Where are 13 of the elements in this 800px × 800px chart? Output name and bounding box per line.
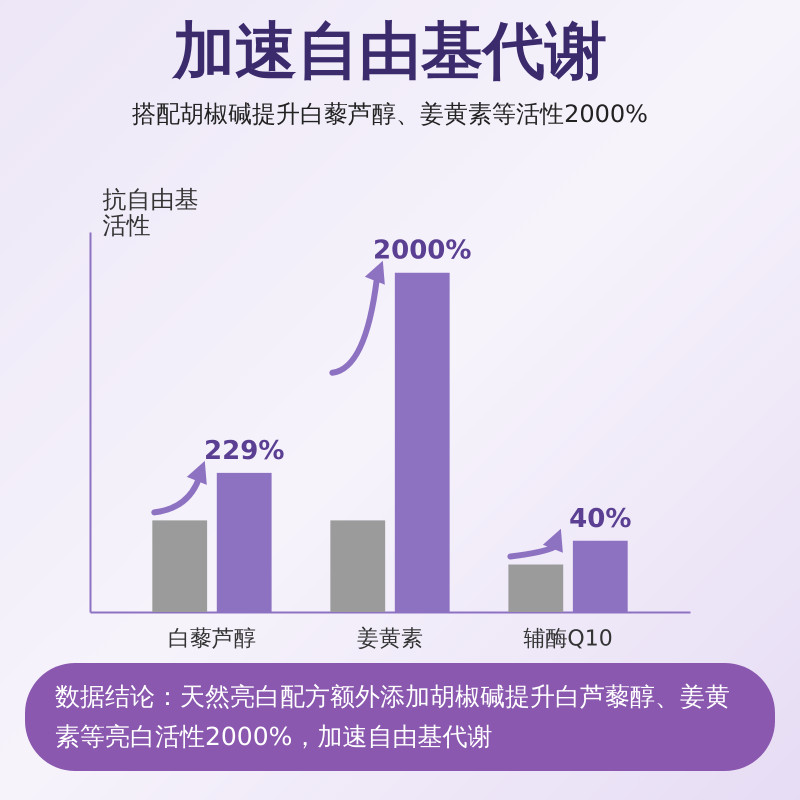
annotation: 40% [569, 504, 632, 534]
chart-title: 加速自由基代谢 [171, 14, 607, 87]
bar [508, 564, 564, 612]
text: 数据结论：天然亮白配方额外添加胡椒碱提升白芦藜醇、姜黄素等亮白活性2000%，加速自由基代谢 [25, 663, 775, 771]
x-tick-label: 辅酶Q10 [523, 626, 613, 652]
annotation: 229% [204, 436, 284, 466]
y-axis-title: 抗自由基活性 [102, 186, 198, 240]
bar [330, 520, 386, 612]
x-tick-label: 姜黄素 [357, 626, 423, 652]
chart-subtitle: 搭配胡椒碱提升白藜芦醇、姜黄素等活性2000% [132, 100, 648, 128]
annotation: 2000% [373, 236, 472, 266]
bar [152, 520, 208, 612]
x-tick-label: 白藜芦醇 [168, 626, 256, 652]
